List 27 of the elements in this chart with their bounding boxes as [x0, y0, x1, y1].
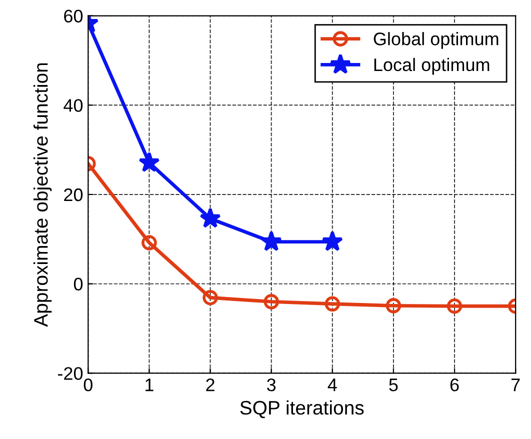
x-tick-label: 4	[328, 378, 337, 392]
x-tick-label: 5	[389, 378, 398, 392]
x-tick-label: 3	[267, 378, 276, 392]
y-axis-title: Approximate objective function	[34, 63, 52, 327]
y-tick-label: 40	[64, 99, 83, 112]
y-tick-label: 0	[74, 278, 83, 291]
x-tick-label: 1	[146, 378, 154, 392]
legend-label: Global optimum	[374, 32, 498, 49]
x-tick-label: 0	[84, 378, 92, 392]
x-tick-label: 2	[206, 378, 214, 392]
point	[138, 152, 160, 172]
legend-label: Local optimum	[374, 58, 490, 75]
point	[386, 298, 402, 314]
y-tick-label: -20	[58, 367, 83, 380]
point	[260, 230, 282, 252]
point	[322, 230, 344, 252]
point	[142, 235, 157, 250]
point	[202, 290, 218, 306]
x-tick-label: 7	[512, 378, 520, 392]
point	[446, 298, 462, 314]
point	[264, 294, 279, 310]
point	[324, 296, 340, 312]
y-tick-label: 20	[64, 188, 83, 202]
x-tick-label: 6	[450, 378, 459, 392]
y-tick-label: 60	[64, 10, 83, 23]
x-axis-title: SQP iterations	[240, 400, 364, 418]
point	[200, 207, 221, 228]
